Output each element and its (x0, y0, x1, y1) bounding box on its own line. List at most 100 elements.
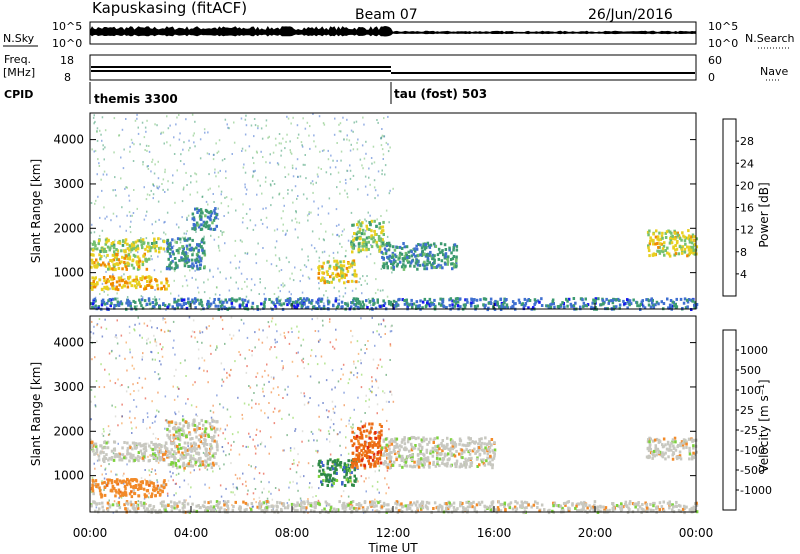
data-cell (391, 251, 395, 255)
noise-cell (373, 179, 376, 182)
noise-cell (154, 340, 156, 343)
data-cell (216, 448, 219, 452)
noise-cell (302, 163, 305, 166)
noise-cell (216, 151, 218, 154)
noise-cell (314, 145, 317, 148)
data-cell (145, 245, 149, 249)
data-cell (426, 300, 429, 303)
data-cell (419, 451, 422, 455)
noise-cell (197, 357, 200, 360)
data-cell (422, 436, 425, 440)
data-cell (482, 458, 485, 462)
data-cell (199, 208, 203, 212)
noise-cell (117, 442, 119, 445)
noise-cell (106, 173, 108, 176)
noise-cell (290, 293, 292, 296)
data-cell (356, 457, 359, 461)
data-cell (160, 286, 163, 290)
noise-cell (333, 429, 335, 432)
data-cell (126, 281, 129, 285)
noise-cell (253, 392, 255, 394)
data-cell (151, 301, 155, 304)
noise-cell (183, 232, 185, 235)
data-cell (242, 301, 245, 305)
data-cell (408, 449, 411, 453)
noise-cell (307, 255, 309, 258)
data-cell (153, 447, 157, 451)
data-cell (579, 305, 582, 309)
noise-cell (148, 469, 150, 472)
noise-cell (374, 189, 377, 192)
data-cell (390, 266, 393, 270)
noise-cell (356, 376, 358, 379)
data-cell (600, 303, 603, 307)
data-cell (334, 468, 337, 472)
data-cell (556, 305, 560, 309)
data-cell (185, 463, 189, 467)
noise-cell (340, 454, 342, 457)
data-cell (385, 443, 389, 447)
noise-cell (310, 354, 312, 357)
noise-cell (226, 408, 229, 411)
noise-cell (97, 158, 99, 161)
data-cell (431, 253, 434, 257)
data-cell (414, 261, 418, 265)
data-cell (465, 298, 469, 302)
data-cell (162, 284, 166, 288)
noise-cell (126, 214, 128, 217)
data-cell (196, 243, 199, 247)
data-cell (211, 425, 214, 429)
noise-cell (278, 489, 280, 492)
data-cell (373, 455, 376, 459)
data-cell (626, 306, 629, 310)
data-cell (395, 437, 399, 441)
data-cell (215, 440, 218, 444)
noise-cell (380, 137, 382, 140)
data-cell (454, 302, 458, 305)
noise-cell (380, 144, 383, 147)
noise-cell (385, 265, 388, 268)
noise-cell (368, 476, 370, 479)
data-cell (652, 303, 655, 307)
noise-cell (130, 220, 132, 223)
noise-cell (386, 295, 389, 298)
data-cell (648, 254, 651, 258)
noise-cell (147, 416, 149, 419)
noise-cell (270, 436, 272, 439)
data-cell (100, 303, 104, 307)
noise-cell (381, 169, 383, 172)
data-cell (297, 298, 300, 302)
data-cell (652, 238, 655, 242)
data-cell (155, 241, 158, 244)
data-cell (110, 282, 113, 286)
noise-cell (364, 344, 366, 346)
data-cell (361, 436, 364, 440)
data-cell (134, 486, 138, 489)
data-cell (359, 306, 362, 310)
data-cell (156, 443, 159, 447)
data-cell (101, 301, 104, 305)
data-cell (345, 478, 349, 482)
data-cell (128, 257, 131, 261)
data-cell (488, 456, 491, 460)
data-cell (376, 300, 379, 304)
noise-cell (134, 323, 136, 326)
noise-cell (254, 169, 256, 172)
data-cell (360, 232, 364, 236)
noise-cell (313, 200, 315, 203)
data-cell (358, 227, 362, 231)
noise-cell (241, 483, 244, 486)
noise-cell (123, 273, 125, 276)
data-cell (141, 246, 144, 250)
noise-cell (172, 346, 174, 349)
data-cell (579, 297, 583, 301)
data-cell (436, 253, 440, 257)
data-cell (492, 305, 495, 309)
data-cell (419, 457, 423, 461)
data-cell (453, 462, 457, 466)
data-cell (422, 465, 426, 469)
noise-cell (266, 226, 268, 229)
noise-cell (239, 239, 242, 242)
data-cell (205, 443, 209, 446)
noise-cell (249, 386, 252, 389)
